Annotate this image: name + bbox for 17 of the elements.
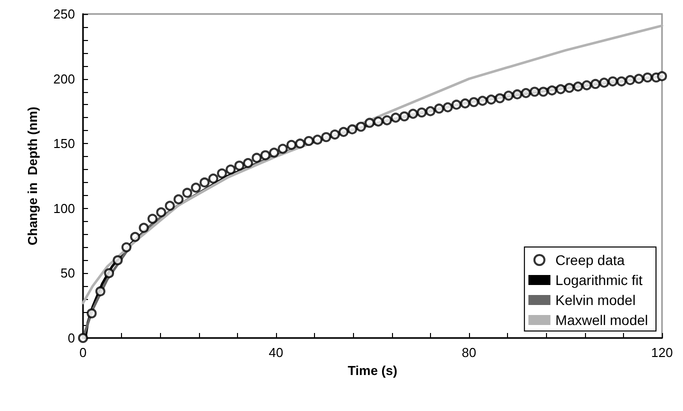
x-axis-title: Time (s) bbox=[348, 363, 398, 378]
legend-label: Logarithmic fit bbox=[555, 272, 643, 288]
x-tick-label: 120 bbox=[651, 345, 673, 360]
y-axis-title: Change in Depth (nm) bbox=[25, 106, 40, 246]
x-tick-label: 80 bbox=[462, 345, 476, 360]
y-tick-label: 100 bbox=[53, 200, 75, 216]
legend-label: Creep data bbox=[555, 252, 625, 268]
y-tick-label: 150 bbox=[53, 136, 75, 152]
y-tick-label: 50 bbox=[60, 266, 75, 281]
y-tick-label: 0 bbox=[68, 330, 75, 346]
legend-label: Maxwell model bbox=[555, 312, 648, 328]
legend-label: Kelvin model bbox=[555, 292, 636, 308]
x-tick-label: 0 bbox=[79, 345, 87, 360]
x-tick-label: 40 bbox=[268, 345, 284, 360]
line-series bbox=[82, 24, 664, 304]
y-tick-label: 250 bbox=[53, 6, 75, 22]
y-tick-label: 200 bbox=[53, 71, 75, 86]
